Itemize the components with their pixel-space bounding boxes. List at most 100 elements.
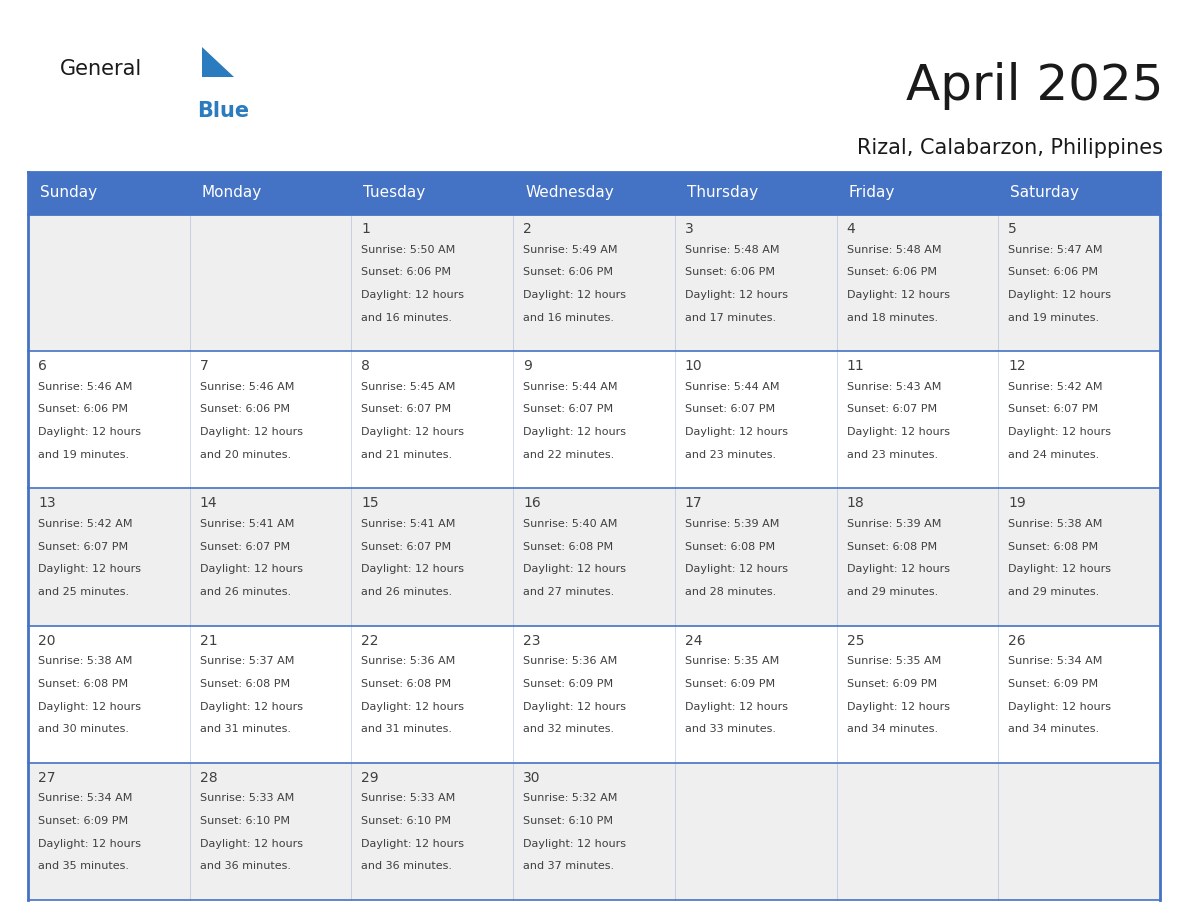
Text: and 33 minutes.: and 33 minutes. bbox=[684, 724, 776, 734]
Text: Sunrise: 5:44 AM: Sunrise: 5:44 AM bbox=[523, 382, 618, 392]
Text: Sunrise: 5:34 AM: Sunrise: 5:34 AM bbox=[38, 793, 132, 803]
Text: Daylight: 12 hours: Daylight: 12 hours bbox=[1009, 565, 1111, 575]
Text: Sunrise: 5:42 AM: Sunrise: 5:42 AM bbox=[1009, 382, 1102, 392]
Text: Sunset: 6:08 PM: Sunset: 6:08 PM bbox=[361, 679, 451, 688]
Text: Sunset: 6:10 PM: Sunset: 6:10 PM bbox=[200, 816, 290, 826]
Text: Sunset: 6:10 PM: Sunset: 6:10 PM bbox=[361, 816, 451, 826]
Text: Sunset: 6:08 PM: Sunset: 6:08 PM bbox=[200, 679, 290, 688]
Text: Daylight: 12 hours: Daylight: 12 hours bbox=[847, 290, 949, 300]
Text: Daylight: 12 hours: Daylight: 12 hours bbox=[38, 839, 141, 849]
Text: General: General bbox=[61, 59, 143, 79]
Text: Sunrise: 5:38 AM: Sunrise: 5:38 AM bbox=[38, 656, 132, 666]
Text: Sunset: 6:06 PM: Sunset: 6:06 PM bbox=[684, 267, 775, 277]
Text: 26: 26 bbox=[1009, 633, 1026, 647]
Text: Sunset: 6:08 PM: Sunset: 6:08 PM bbox=[523, 542, 613, 552]
Text: Sunset: 6:06 PM: Sunset: 6:06 PM bbox=[200, 405, 290, 414]
Text: and 19 minutes.: and 19 minutes. bbox=[38, 450, 129, 460]
Text: Sunrise: 5:48 AM: Sunrise: 5:48 AM bbox=[684, 244, 779, 254]
Text: and 35 minutes.: and 35 minutes. bbox=[38, 861, 129, 871]
Text: and 31 minutes.: and 31 minutes. bbox=[361, 724, 453, 734]
Text: 13: 13 bbox=[38, 497, 56, 510]
Bar bbox=[29, 488, 1159, 625]
Text: Sunset: 6:09 PM: Sunset: 6:09 PM bbox=[523, 679, 613, 688]
Text: Wednesday: Wednesday bbox=[525, 185, 614, 200]
Text: 19: 19 bbox=[1009, 497, 1026, 510]
Text: Sunrise: 5:32 AM: Sunrise: 5:32 AM bbox=[523, 793, 618, 803]
Text: and 34 minutes.: and 34 minutes. bbox=[847, 724, 937, 734]
Text: Daylight: 12 hours: Daylight: 12 hours bbox=[847, 427, 949, 437]
Text: Sunset: 6:08 PM: Sunset: 6:08 PM bbox=[38, 679, 128, 688]
Text: and 22 minutes.: and 22 minutes. bbox=[523, 450, 614, 460]
Text: and 34 minutes.: and 34 minutes. bbox=[1009, 724, 1099, 734]
Text: and 18 minutes.: and 18 minutes. bbox=[847, 312, 937, 322]
Text: 21: 21 bbox=[200, 633, 217, 647]
Text: 22: 22 bbox=[361, 633, 379, 647]
Bar bbox=[29, 763, 1159, 900]
Text: Sunday: Sunday bbox=[40, 185, 97, 200]
Text: Daylight: 12 hours: Daylight: 12 hours bbox=[361, 839, 465, 849]
Text: Sunset: 6:07 PM: Sunset: 6:07 PM bbox=[361, 405, 451, 414]
Text: Sunrise: 5:33 AM: Sunrise: 5:33 AM bbox=[361, 793, 456, 803]
Text: and 21 minutes.: and 21 minutes. bbox=[361, 450, 453, 460]
Text: Daylight: 12 hours: Daylight: 12 hours bbox=[200, 427, 303, 437]
Text: Sunrise: 5:40 AM: Sunrise: 5:40 AM bbox=[523, 519, 618, 529]
Text: 12: 12 bbox=[1009, 359, 1026, 374]
Text: Daylight: 12 hours: Daylight: 12 hours bbox=[361, 427, 465, 437]
Text: Sunrise: 5:35 AM: Sunrise: 5:35 AM bbox=[847, 656, 941, 666]
Text: 18: 18 bbox=[847, 497, 865, 510]
Bar bbox=[29, 352, 1159, 488]
Text: Sunset: 6:07 PM: Sunset: 6:07 PM bbox=[38, 542, 128, 552]
Text: Sunset: 6:08 PM: Sunset: 6:08 PM bbox=[1009, 542, 1099, 552]
Text: Thursday: Thursday bbox=[687, 185, 758, 200]
Text: Sunrise: 5:49 AM: Sunrise: 5:49 AM bbox=[523, 244, 618, 254]
Bar bbox=[29, 625, 1159, 763]
Text: Sunset: 6:07 PM: Sunset: 6:07 PM bbox=[847, 405, 936, 414]
Text: Sunrise: 5:48 AM: Sunrise: 5:48 AM bbox=[847, 244, 941, 254]
Text: and 32 minutes.: and 32 minutes. bbox=[523, 724, 614, 734]
Text: Blue: Blue bbox=[197, 101, 249, 121]
Text: 29: 29 bbox=[361, 771, 379, 785]
Text: Daylight: 12 hours: Daylight: 12 hours bbox=[684, 565, 788, 575]
Text: Sunset: 6:06 PM: Sunset: 6:06 PM bbox=[1009, 267, 1098, 277]
Text: and 25 minutes.: and 25 minutes. bbox=[38, 587, 129, 597]
Text: Sunrise: 5:44 AM: Sunrise: 5:44 AM bbox=[684, 382, 779, 392]
Text: and 17 minutes.: and 17 minutes. bbox=[684, 312, 776, 322]
Text: Sunset: 6:07 PM: Sunset: 6:07 PM bbox=[200, 542, 290, 552]
Text: Sunrise: 5:39 AM: Sunrise: 5:39 AM bbox=[684, 519, 779, 529]
Text: and 37 minutes.: and 37 minutes. bbox=[523, 861, 614, 871]
Text: Rizal, Calabarzon, Philippines: Rizal, Calabarzon, Philippines bbox=[857, 138, 1163, 158]
Text: Daylight: 12 hours: Daylight: 12 hours bbox=[523, 290, 626, 300]
Bar bbox=[29, 172, 1159, 214]
Text: 9: 9 bbox=[523, 359, 532, 374]
Text: Daylight: 12 hours: Daylight: 12 hours bbox=[200, 839, 303, 849]
Text: Sunrise: 5:50 AM: Sunrise: 5:50 AM bbox=[361, 244, 456, 254]
Text: and 23 minutes.: and 23 minutes. bbox=[684, 450, 776, 460]
Text: Sunrise: 5:36 AM: Sunrise: 5:36 AM bbox=[361, 656, 456, 666]
Text: and 31 minutes.: and 31 minutes. bbox=[200, 724, 291, 734]
Text: Sunrise: 5:42 AM: Sunrise: 5:42 AM bbox=[38, 519, 133, 529]
Text: Sunrise: 5:45 AM: Sunrise: 5:45 AM bbox=[361, 382, 456, 392]
Text: April 2025: April 2025 bbox=[905, 62, 1163, 110]
Text: Daylight: 12 hours: Daylight: 12 hours bbox=[38, 565, 141, 575]
Text: 6: 6 bbox=[38, 359, 46, 374]
Text: Sunrise: 5:46 AM: Sunrise: 5:46 AM bbox=[200, 382, 295, 392]
Text: Daylight: 12 hours: Daylight: 12 hours bbox=[684, 701, 788, 711]
Text: 11: 11 bbox=[847, 359, 865, 374]
Text: and 24 minutes.: and 24 minutes. bbox=[1009, 450, 1100, 460]
Text: Sunset: 6:08 PM: Sunset: 6:08 PM bbox=[847, 542, 936, 552]
Text: and 16 minutes.: and 16 minutes. bbox=[361, 312, 453, 322]
Text: Sunset: 6:10 PM: Sunset: 6:10 PM bbox=[523, 816, 613, 826]
Text: Sunset: 6:07 PM: Sunset: 6:07 PM bbox=[1009, 405, 1099, 414]
Text: Sunset: 6:06 PM: Sunset: 6:06 PM bbox=[361, 267, 451, 277]
Text: Daylight: 12 hours: Daylight: 12 hours bbox=[523, 839, 626, 849]
Bar bbox=[29, 214, 1159, 352]
Text: Sunrise: 5:39 AM: Sunrise: 5:39 AM bbox=[847, 519, 941, 529]
Text: Sunrise: 5:43 AM: Sunrise: 5:43 AM bbox=[847, 382, 941, 392]
Text: Saturday: Saturday bbox=[1010, 185, 1079, 200]
Text: Sunset: 6:07 PM: Sunset: 6:07 PM bbox=[523, 405, 613, 414]
Text: Sunset: 6:09 PM: Sunset: 6:09 PM bbox=[847, 679, 936, 688]
Text: Daylight: 12 hours: Daylight: 12 hours bbox=[523, 701, 626, 711]
Text: Monday: Monday bbox=[202, 185, 263, 200]
Text: Sunset: 6:07 PM: Sunset: 6:07 PM bbox=[684, 405, 775, 414]
Text: 4: 4 bbox=[847, 222, 855, 236]
